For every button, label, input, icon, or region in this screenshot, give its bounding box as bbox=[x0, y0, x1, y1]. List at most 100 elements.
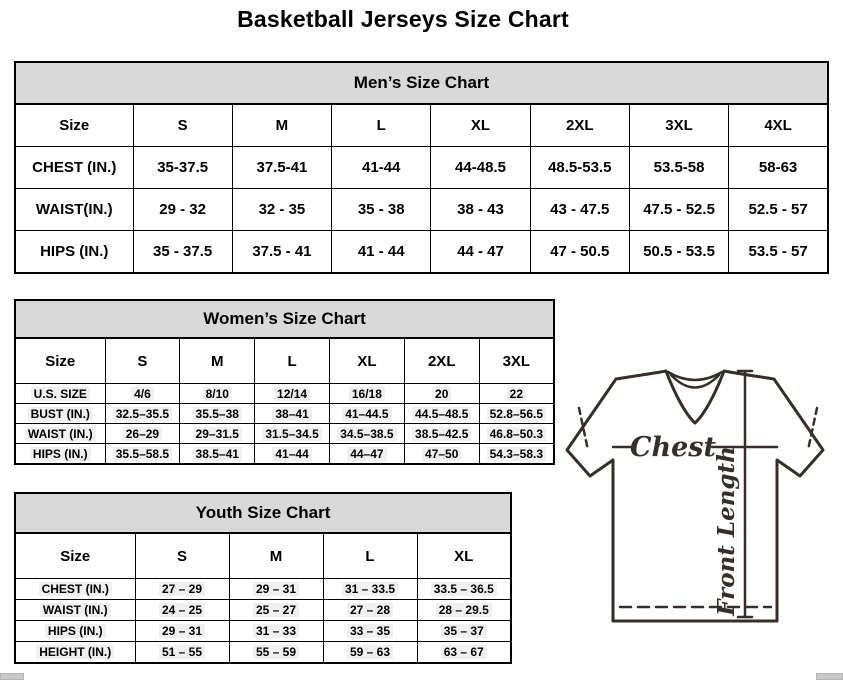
chest-label: Chest bbox=[630, 432, 716, 463]
size-value: 63 – 67 bbox=[416, 641, 512, 664]
size-value: 32.5–35.5 bbox=[104, 403, 181, 424]
youth-row: HEIGHT (IN.) 51 – 55 55 – 59 59 – 63 63 – 67 bbox=[14, 641, 512, 664]
mens-size-table: Men’s Size Chart Size S M L XL 2XL 3XL 4XL CHES… bbox=[14, 61, 829, 274]
size-value: 37.5 - 41 bbox=[231, 230, 333, 274]
size-value: 44 - 47 bbox=[430, 230, 531, 274]
size-value-text: 33 – 35 bbox=[346, 624, 394, 638]
size-value-text: 63 – 67 bbox=[440, 645, 487, 659]
womens-size-header: XL bbox=[328, 337, 405, 384]
size-value: 20 bbox=[403, 383, 480, 404]
row-label: HIPS (IN.) bbox=[14, 230, 134, 274]
mens-size-header: S bbox=[132, 103, 233, 147]
size-value: 41–44 bbox=[254, 443, 330, 465]
womens-size-header: Size bbox=[14, 337, 106, 384]
size-value: 31.5–34.5 bbox=[254, 423, 330, 444]
size-value: 31 – 33 bbox=[228, 620, 324, 642]
size-value-text: 26–29 bbox=[122, 426, 163, 441]
size-value: 44.5–48.5 bbox=[403, 403, 480, 424]
size-value: 41-44 bbox=[331, 146, 432, 189]
row-label-text: WAIST (IN.) bbox=[24, 426, 96, 441]
jersey-measurement-diagram: Chest Front Length bbox=[562, 364, 834, 628]
size-value: 52.8–56.5 bbox=[478, 403, 555, 424]
womens-size-header: 2XL bbox=[403, 337, 480, 384]
size-value-text: 29 – 31 bbox=[158, 624, 206, 638]
size-value: 31 – 33.5 bbox=[322, 578, 418, 600]
row-label: HEIGHT (IN.) bbox=[14, 641, 136, 664]
jersey-outline-icon: Chest Front Length bbox=[565, 369, 825, 623]
mens-row: HIPS (IN.) 35 - 37.5 37.5 - 41 41 - 44 44 - … bbox=[14, 230, 829, 274]
size-value-text: 54.3–58.3 bbox=[486, 446, 547, 461]
mens-size-header: Size bbox=[14, 103, 134, 147]
size-value: 27 – 29 bbox=[134, 578, 230, 600]
row-label-text: HEIGHT (IN.) bbox=[36, 645, 115, 659]
row-label: U.S. SIZE bbox=[14, 383, 106, 404]
size-value-text: 46.8–50.3 bbox=[486, 426, 547, 441]
youth-table-caption: Youth Size Chart bbox=[14, 492, 512, 532]
size-value: 59 – 63 bbox=[322, 641, 418, 664]
row-label-text: CHEST (IN.) bbox=[38, 582, 112, 596]
womens-size-header: 3XL bbox=[478, 337, 555, 384]
size-value-text: 4/6 bbox=[131, 386, 154, 401]
youth-row: CHEST (IN.) 27 – 29 29 – 31 31 – 33.5 33.5 –… bbox=[14, 578, 512, 600]
size-value-text: 41–44 bbox=[272, 446, 312, 461]
size-value: 47 - 50.5 bbox=[529, 230, 630, 274]
size-value: 35 – 37 bbox=[416, 620, 512, 642]
size-value-text: 38.5–42.5 bbox=[412, 426, 472, 441]
size-value: 35 - 37.5 bbox=[132, 230, 233, 274]
mens-size-header: XL bbox=[430, 103, 531, 147]
row-label: WAIST (IN.) bbox=[14, 599, 136, 621]
size-value: 47.5 - 52.5 bbox=[628, 188, 730, 231]
youth-row: HIPS (IN.) 29 – 31 31 – 33 33 – 35 35 – 37 bbox=[14, 620, 512, 642]
row-label: CHEST (IN.) bbox=[14, 578, 136, 600]
size-value: 24 – 25 bbox=[134, 599, 230, 621]
size-value: 50.5 - 53.5 bbox=[628, 230, 730, 274]
size-value-text: 38–41 bbox=[272, 406, 312, 421]
size-value: 38–41 bbox=[254, 403, 330, 424]
size-value-text: 55 – 59 bbox=[252, 645, 300, 659]
size-value-text: 51 – 55 bbox=[158, 645, 206, 659]
row-label: WAIST (IN.) bbox=[14, 423, 106, 444]
row-label-text: U.S. SIZE bbox=[30, 386, 90, 401]
size-value: 32 - 35 bbox=[231, 188, 333, 231]
size-value-text: 32.5–35.5 bbox=[112, 406, 173, 421]
size-value: 44-48.5 bbox=[430, 146, 531, 189]
size-value-text: 44.5–48.5 bbox=[412, 406, 472, 421]
size-value-text: 29–31.5 bbox=[192, 426, 242, 441]
size-value: 51 – 55 bbox=[134, 641, 230, 664]
row-label-text: HIPS (IN.) bbox=[29, 446, 91, 461]
size-value-text: 25 – 27 bbox=[252, 603, 300, 617]
size-value-text: 8/10 bbox=[202, 386, 232, 401]
size-value-text: 35 – 37 bbox=[440, 624, 487, 638]
size-value: 54.3–58.3 bbox=[478, 443, 555, 465]
size-value-text: 35.5–58.5 bbox=[112, 446, 173, 461]
size-value: 35 - 38 bbox=[331, 188, 432, 231]
size-value: 22 bbox=[478, 383, 555, 404]
size-value-text: 22 bbox=[506, 386, 526, 401]
size-value-text: 52.8–56.5 bbox=[486, 406, 547, 421]
size-value-text: 31 – 33.5 bbox=[341, 582, 399, 596]
womens-row: BUST (IN.) 32.5–35.5 35.5–38 38–41 41–44.5 44… bbox=[14, 403, 555, 424]
youth-header-row: Size S M L XL bbox=[14, 532, 512, 579]
womens-size-header: L bbox=[254, 337, 330, 384]
size-value: 48.5-53.5 bbox=[529, 146, 630, 189]
row-label: HIPS (IN.) bbox=[14, 443, 106, 465]
womens-header-row: Size S M L XL 2XL 3XL bbox=[14, 337, 555, 384]
youth-size-header: M bbox=[228, 532, 324, 579]
youth-size-table: Youth Size Chart Size S M L XL CHEST (IN.) 27… bbox=[14, 492, 512, 664]
row-label: CHEST (IN.) bbox=[14, 146, 134, 189]
size-value-text: 31 – 33 bbox=[252, 624, 300, 638]
size-value: 38.5–41 bbox=[179, 443, 256, 465]
size-value-text: 27 – 29 bbox=[158, 582, 206, 596]
size-value: 35-37.5 bbox=[132, 146, 233, 189]
size-value-text: 41–44.5 bbox=[342, 406, 392, 421]
size-value: 29 – 31 bbox=[134, 620, 230, 642]
size-value: 28 – 29.5 bbox=[416, 599, 512, 621]
size-value: 43 - 47.5 bbox=[529, 188, 630, 231]
womens-row: U.S. SIZE 4/6 8/10 12/14 16/18 20 22 bbox=[14, 383, 555, 404]
womens-size-table: Women’s Size Chart Size S M L XL 2XL 3XL U.S. … bbox=[14, 299, 555, 465]
size-value: 41–44.5 bbox=[328, 403, 405, 424]
size-value: 53.5-58 bbox=[628, 146, 730, 189]
size-value: 52.5 - 57 bbox=[728, 188, 829, 231]
size-value: 34.5–38.5 bbox=[328, 423, 405, 444]
size-value: 38 - 43 bbox=[430, 188, 531, 231]
